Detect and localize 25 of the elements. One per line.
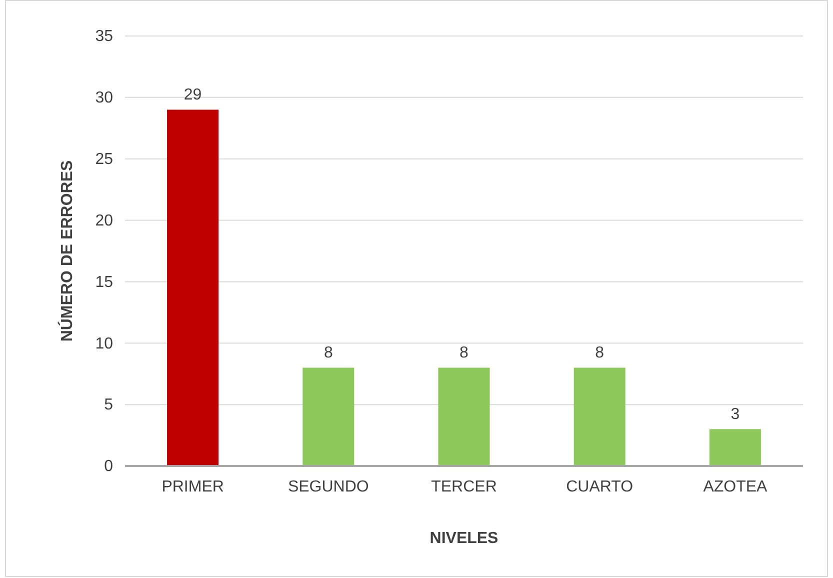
y-tick-label: 20	[95, 212, 114, 230]
bar	[167, 110, 219, 466]
data-label: 8	[324, 344, 333, 362]
y-tick-label: 35	[95, 28, 114, 46]
data-label: 8	[460, 344, 469, 362]
data-label: 3	[730, 406, 740, 424]
bar	[709, 429, 761, 466]
bar	[438, 368, 490, 466]
data-label: 29	[184, 86, 202, 104]
x-axis-title: NIVELES	[430, 530, 499, 547]
y-axis-title: NÚMERO DE ERRORES	[57, 160, 76, 342]
y-tick-label: 10	[95, 335, 114, 352]
data-label: 8	[595, 344, 604, 362]
bar	[574, 368, 626, 466]
bar	[302, 368, 354, 466]
x-tick-label: PRIMER	[162, 478, 224, 496]
y-tick-label: 30	[95, 90, 114, 107]
y-tick-label: 25	[95, 150, 114, 168]
x-tick-label: SEGUNDO	[288, 478, 369, 496]
y-tick-label: 0	[104, 458, 114, 476]
y-tick-label: 15	[95, 274, 114, 291]
x-tick-label: AZOTEA	[703, 478, 768, 496]
x-tick-label: CUARTO	[566, 478, 634, 496]
x-tick-label: TERCER	[431, 478, 497, 496]
y-tick-label: 5	[104, 396, 114, 414]
